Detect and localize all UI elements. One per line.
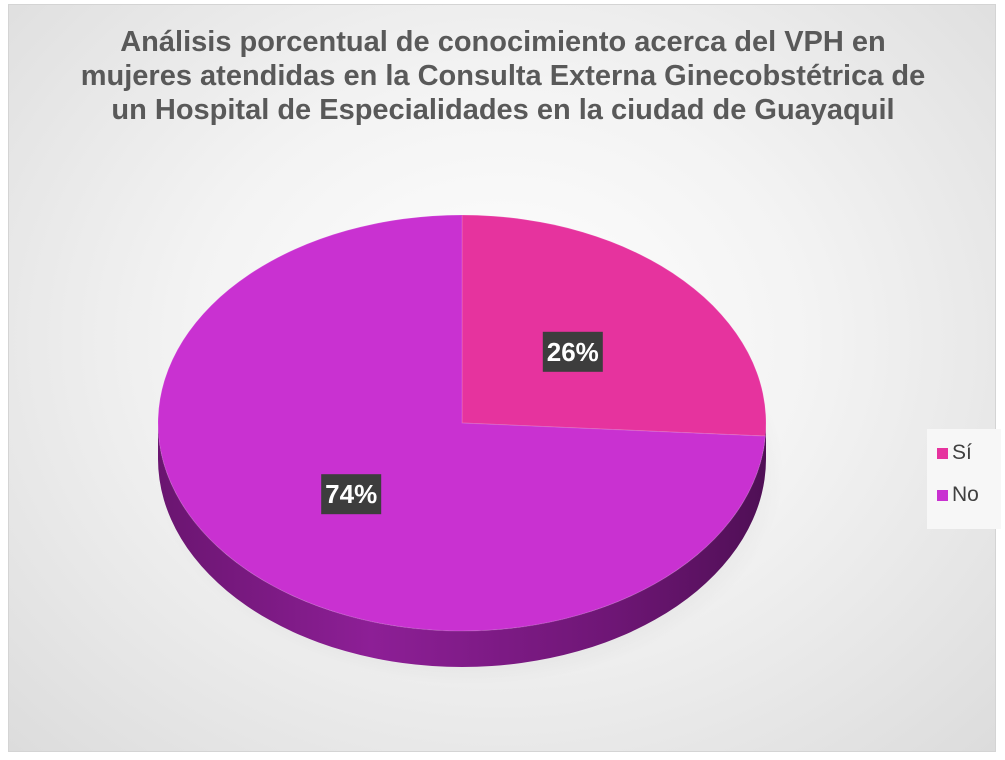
pie-plot: 26% 74% <box>156 214 784 685</box>
legend-swatch-si <box>937 447 948 459</box>
legend-label-no: No <box>952 483 979 506</box>
data-label-no-box <box>321 474 382 515</box>
data-label-si: 26% <box>547 337 599 367</box>
legend-item-no: No <box>937 483 979 507</box>
chart-title: Análisis porcentual de conocimiento acer… <box>80 26 926 126</box>
legend-swatch-no <box>937 489 948 501</box>
legend: Sí No <box>927 429 1001 529</box>
data-label-no: 74% <box>325 479 377 509</box>
legend-item-si: Sí <box>937 441 972 465</box>
pie-side-wall <box>158 423 766 667</box>
data-label-si-box <box>542 331 603 372</box>
pie-slice-no <box>157 214 766 632</box>
data-label-no-group: 74% <box>321 474 382 515</box>
pie-slice-si <box>461 214 767 437</box>
data-label-si-group: 26% <box>542 331 603 372</box>
legend-label-si: Sí <box>952 441 972 464</box>
chart-area: Análisis porcentual de conocimiento acer… <box>8 4 1001 752</box>
